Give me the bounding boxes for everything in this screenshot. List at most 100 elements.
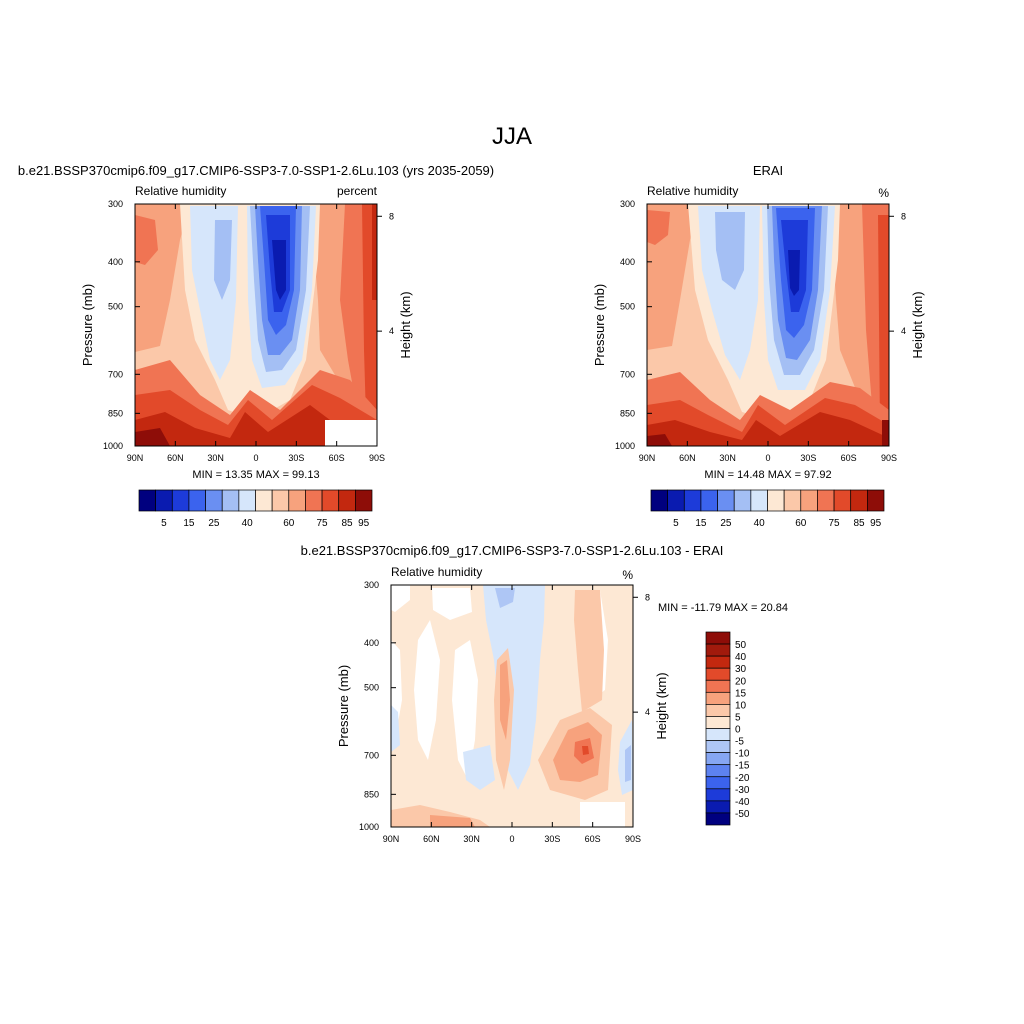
y-axis-ticks: 300 400 500 700 850 1000: [615, 199, 652, 451]
colorbar-label: -40: [735, 797, 750, 808]
y2-tick-label: 4: [645, 707, 650, 717]
y-tick-label: 400: [364, 638, 379, 648]
colorbar-swatch: [271, 489, 290, 512]
colorbar-label: 85: [341, 518, 353, 529]
colorbar-label: 25: [720, 518, 732, 529]
contour-field: [391, 585, 633, 827]
x-tick-label: 0: [765, 453, 770, 463]
y-tick-label: 400: [620, 257, 635, 267]
contour-band: [500, 660, 510, 740]
contour-band: [272, 240, 286, 300]
colorbar: 5 15 25 40 60 75 85 95: [138, 489, 373, 529]
contour-band: [391, 705, 400, 752]
colorbar-swatch: [705, 679, 731, 693]
contour-band: [574, 590, 604, 712]
colorbar-swatch: [705, 631, 731, 645]
missing-data-patch: [580, 802, 625, 827]
left-label: Relative humidity: [391, 565, 482, 579]
colorbar-swatch: [171, 489, 190, 512]
y2-tick-label: 8: [389, 211, 394, 221]
x-axis-ticks: 90N 60N 30N 0 30S 60S 90S: [127, 204, 385, 463]
right-label: %: [622, 568, 633, 582]
stats-text: MIN = -11.79 MAX = 20.84: [658, 602, 788, 614]
y-axis-label: Pressure (mb): [336, 665, 351, 747]
colorbar-swatch: [767, 489, 785, 512]
colorbar-label: 15: [735, 688, 747, 699]
colorbar-swatch: [188, 489, 206, 512]
y2-axis-ticks: 84: [377, 211, 394, 336]
contour-band: [878, 215, 889, 430]
colorbar-swatch: [705, 800, 731, 814]
colorbar-swatch: [305, 489, 323, 512]
colorbar-swatch: [288, 489, 306, 512]
y-axis-ticks: 300 400 500 700 850 1000: [359, 580, 396, 832]
contour-band: [647, 434, 672, 446]
colorbar-swatch: [238, 489, 256, 512]
x-tick-label: 30N: [719, 453, 736, 463]
x-tick-label: 90N: [383, 834, 400, 844]
colorbar-swatch: [683, 489, 702, 512]
colorbar-label: 0: [735, 725, 741, 736]
contour-band: [430, 815, 475, 827]
x-tick-label: 30S: [544, 834, 560, 844]
x-tick-label: 90S: [881, 453, 897, 463]
y-tick-label: 500: [108, 302, 123, 312]
y-tick-label: 1000: [103, 441, 123, 451]
y-tick-label: 500: [620, 302, 635, 312]
colorbar-swatch: [800, 489, 818, 512]
right-label: percent: [337, 184, 378, 198]
colorbar-swatch: [717, 489, 735, 512]
y-tick-label: 300: [620, 199, 635, 209]
y2-tick-label: 8: [645, 592, 650, 602]
y-tick-label: 850: [620, 408, 635, 418]
y-tick-label: 700: [108, 369, 123, 379]
colorbar-swatch: [155, 489, 173, 512]
contour-band: [135, 405, 377, 446]
colorbar-label: 5: [161, 518, 167, 529]
left-label: Relative humidity: [135, 184, 226, 198]
colorbar-swatch: [705, 655, 731, 669]
colorbar-swatch: [705, 691, 731, 705]
contour-field: [647, 204, 889, 446]
colorbar-label: 40: [242, 518, 254, 529]
y-tick-label: 850: [364, 789, 379, 799]
colorbar-swatch: [705, 812, 731, 826]
x-tick-label: 30N: [207, 453, 224, 463]
x-tick-label: 90N: [127, 453, 144, 463]
y-axis-ticks: 300 400 500 700 850 1000: [103, 199, 140, 451]
colorbar-swatch: [705, 643, 731, 657]
contour-band: [788, 250, 800, 296]
colorbar-swatch: [650, 489, 668, 512]
colorbar-swatch: [705, 788, 731, 802]
contour-band: [882, 420, 889, 446]
x-tick-label: 60N: [167, 453, 184, 463]
x-tick-label: 0: [253, 453, 258, 463]
colorbar-label: 60: [283, 518, 295, 529]
x-tick-label: 30S: [800, 453, 816, 463]
colorbar-label: -50: [735, 809, 750, 820]
contour-band: [625, 745, 631, 782]
colorbar-swatch: [705, 667, 731, 681]
contour-band: [647, 210, 670, 245]
colorbar-label: 75: [829, 518, 841, 529]
panel-model: b.e21.BSSP370cmip6.f09_g17.CMIP6-SSP3-7.…: [18, 163, 494, 529]
colorbar-label: -5: [735, 737, 744, 748]
colorbar-label: 20: [735, 676, 747, 687]
colorbar-swatch: [833, 489, 852, 512]
y-tick-label: 300: [364, 580, 379, 590]
colorbar-label: 15: [183, 518, 195, 529]
x-tick-label: 90S: [625, 834, 641, 844]
y2-axis-label: Height (km): [398, 291, 413, 358]
x-tick-label: 60S: [329, 453, 345, 463]
y2-axis-ticks: 84: [633, 592, 650, 717]
right-label: %: [878, 186, 889, 200]
colorbar-swatch: [321, 489, 340, 512]
colorbar-label: 15: [695, 518, 707, 529]
colorbar-swatch: [705, 716, 731, 729]
contour-band: [135, 215, 158, 265]
colorbar-swatch: [667, 489, 685, 512]
colorbar-swatch: [705, 752, 731, 766]
colorbar-label: 10: [735, 700, 747, 711]
x-tick-label: 30N: [463, 834, 480, 844]
